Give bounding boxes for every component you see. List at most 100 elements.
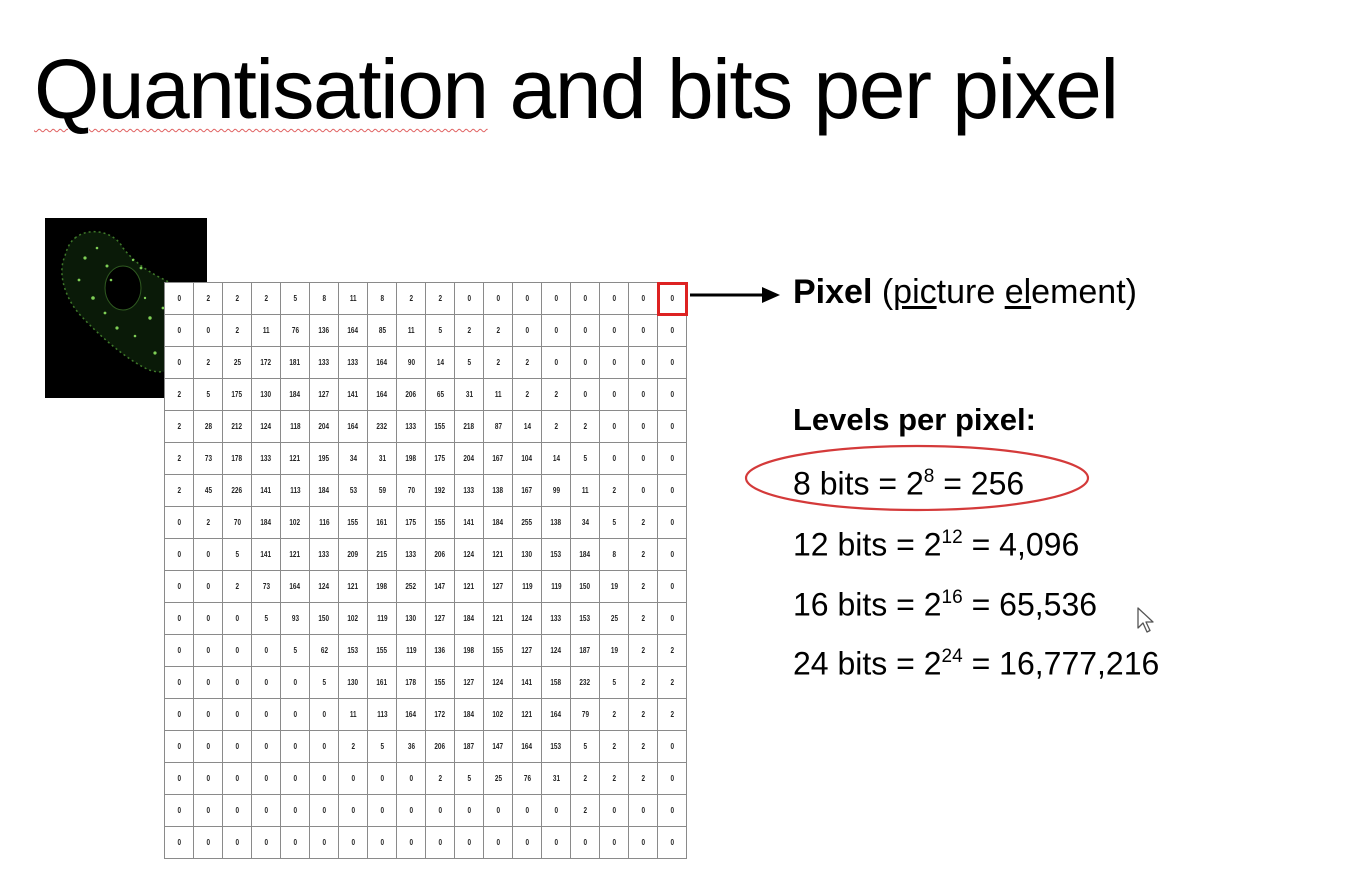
pixel-value: 209: [347, 550, 359, 559]
pixel-cell: 0: [193, 698, 223, 731]
pixel-value: 5: [380, 742, 384, 751]
pixel-value: 5: [206, 390, 210, 399]
pixel-cell: 11: [338, 698, 368, 731]
pixel-cell: 130: [251, 378, 281, 411]
pixel-cell: 0: [657, 826, 687, 859]
pixel-cell: 0: [164, 634, 194, 667]
pixel-value: 90: [407, 358, 415, 367]
pixel-cell: 79: [570, 698, 600, 731]
pixel-cell: 31: [454, 378, 484, 411]
pixel-value: 0: [206, 710, 210, 719]
pixel-cell: 0: [193, 762, 223, 795]
pixel-cell: 2: [193, 346, 223, 379]
pixel-cell: 31: [367, 442, 397, 475]
pixel-ture-text: ture: [936, 273, 1005, 311]
pixel-value: 130: [405, 614, 417, 623]
pixel-paren-open: (: [872, 273, 894, 311]
pixel-value: 0: [612, 390, 616, 399]
pixel-value: 31: [552, 774, 560, 783]
pixel-value: 167: [492, 454, 504, 463]
pixel-value: 0: [235, 678, 239, 687]
level-result: = 65,536: [962, 586, 1098, 623]
pixel-cell: 5: [280, 634, 310, 667]
pixel-value: 150: [579, 582, 591, 591]
pixel-value: 0: [641, 390, 645, 399]
pixel-cell: 164: [338, 314, 368, 347]
pixel-value: 0: [670, 390, 674, 399]
pixel-value: 0: [670, 614, 674, 623]
pixel-cell: 2: [164, 410, 194, 443]
pixel-value: 70: [233, 518, 241, 527]
pixel-value: 184: [463, 614, 475, 623]
pixel-value: 164: [521, 742, 533, 751]
level-line-24bit: 24 bits = 224 = 16,777,216: [793, 637, 1159, 685]
pixel-cell: 2: [222, 314, 252, 347]
pixel-value: 138: [550, 518, 562, 527]
pixel-cell: 0: [164, 538, 194, 571]
pixel-value: 73: [204, 454, 212, 463]
level-exponent: 8: [923, 466, 935, 487]
pixel-value: 124: [550, 646, 562, 655]
pixel-value: 0: [670, 294, 674, 303]
pixel-cell: 161: [367, 506, 397, 539]
pixel-cell: 2: [599, 762, 629, 795]
el-emphasis: el: [1004, 273, 1032, 311]
pixel-value: 0: [264, 710, 268, 719]
level-result: = 256: [934, 465, 1025, 502]
mouse-pointer-icon: [1137, 607, 1154, 633]
pixel-value: 0: [206, 678, 210, 687]
pixel-cell: 14: [512, 410, 542, 443]
pixel-value: 2: [206, 358, 210, 367]
pixel-cell: 138: [541, 506, 571, 539]
pixel-value: 175: [405, 518, 417, 527]
grid-row: 2 73 178 133 121 195 34 31 198 175 204 167 104 14 5 0 0 0: [164, 442, 687, 475]
pixel-value: 62: [320, 646, 328, 655]
title-word-quantisation: Quantisation: [34, 42, 489, 136]
pixel-value: 2: [641, 710, 645, 719]
pixel-value: 0: [293, 742, 297, 751]
pixel-value: 0: [177, 582, 181, 591]
pixel-cell: 0: [657, 314, 687, 347]
pixel-value: 28: [204, 422, 212, 431]
pixel-cell: 124: [251, 410, 281, 443]
pixel-value: 2: [612, 774, 616, 783]
pixel-cell: 102: [483, 698, 513, 731]
pixel-value: 153: [347, 646, 359, 655]
pixel-value: 0: [641, 454, 645, 463]
pixel-cell: 73: [251, 570, 281, 603]
pixel-value: 0: [206, 326, 210, 335]
pixel-value: 232: [579, 678, 591, 687]
pixel-cell: 172: [251, 346, 281, 379]
pixel-value: 181: [289, 358, 301, 367]
pixel-value: 164: [289, 582, 301, 591]
pixel-value: 45: [204, 486, 212, 495]
pixel-cell: 0: [599, 346, 629, 379]
pixel-cell: 147: [425, 570, 455, 603]
pixel-cell: 0: [367, 826, 397, 859]
pixel-value: 2: [641, 614, 645, 623]
pixel-cell: 0: [483, 826, 513, 859]
pixel-value: 206: [405, 390, 417, 399]
pixel-cell: 187: [454, 730, 484, 763]
pixel-value: 0: [612, 294, 616, 303]
highlighted-pixel-cell: 0: [656, 281, 688, 316]
pixel-cell: 0: [338, 762, 368, 795]
pixel-cell: 2: [628, 602, 658, 635]
pixel-value: 0: [554, 358, 558, 367]
pixel-cell: 175: [425, 442, 455, 475]
pixel-value: 11: [407, 326, 415, 335]
pixel-value: 0: [177, 614, 181, 623]
pixel-value: 2: [641, 518, 645, 527]
pixel-cell: 104: [512, 442, 542, 475]
pixel-value: 164: [347, 326, 359, 335]
pixel-value: 0: [351, 838, 355, 847]
pixel-cell: 0: [628, 794, 658, 827]
pixel-cell: 133: [396, 538, 426, 571]
pixel-cell: 0: [222, 666, 252, 699]
pixel-value: 0: [322, 774, 326, 783]
pixel-value: 99: [552, 486, 560, 495]
pixel-value: 0: [235, 710, 239, 719]
pixel-value: 5: [467, 358, 471, 367]
pixel-value: 232: [376, 422, 388, 431]
pixel-value: 8: [612, 550, 616, 559]
